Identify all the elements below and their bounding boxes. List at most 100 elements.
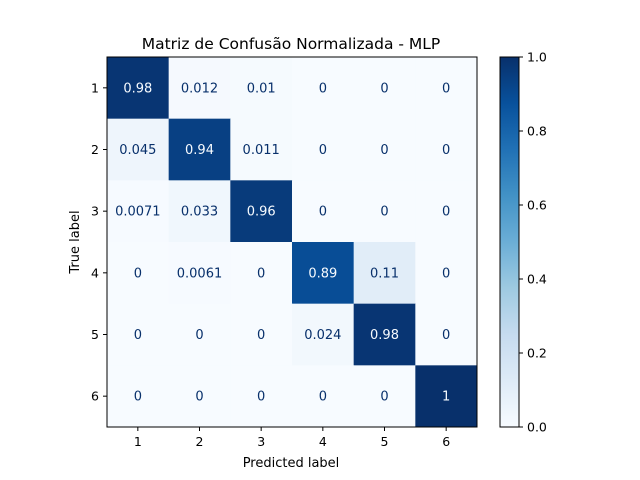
heatmap-cell-6-1	[107, 365, 170, 428]
heatmap-cell-5-4	[292, 303, 355, 366]
cell-value-label: 0	[380, 205, 388, 220]
heatmap-cell-5-2	[168, 303, 231, 366]
heatmap-cell-4-3	[230, 242, 293, 305]
cell-value-label: 0.033	[181, 205, 218, 220]
heatmap-cell-6-5	[353, 365, 416, 428]
cell-value-label: 0.012	[181, 81, 218, 96]
cell-value-label: 0.0061	[177, 266, 223, 281]
y-tick-label: 5	[91, 327, 99, 342]
cell-value-label: 0	[442, 328, 450, 343]
heatmap-cell-5-6	[415, 303, 478, 366]
cell-value-label: 0.98	[370, 328, 399, 343]
x-tick-label: 1	[134, 434, 142, 449]
cell-value-label: 0	[380, 390, 388, 405]
plot-frame	[106, 56, 478, 428]
cell-value-label: 0	[257, 328, 265, 343]
cell-value-label: 0.89	[308, 266, 337, 281]
heatmap-cell-2-4	[292, 118, 355, 181]
heatmap-cell-1-4	[292, 57, 355, 120]
colorbar-tick-label: 0.8	[527, 124, 547, 139]
heatmap-cell-1-1	[107, 57, 170, 120]
x-tick-label: 3	[257, 434, 265, 449]
heatmap-cell-3-3	[230, 180, 293, 243]
heatmap-cell-2-2	[168, 118, 231, 181]
heatmap-cell-6-3	[230, 365, 293, 428]
heatmap-cell-1-6	[415, 57, 478, 120]
cell-value-label: 0	[257, 390, 265, 405]
cell-value-label: 0.96	[247, 205, 276, 220]
cell-value-label: 0	[442, 143, 450, 158]
y-tick-label: 4	[91, 265, 99, 280]
colorbar: 0.0 0.2 0.4 0.6 0.8 1.0	[499, 50, 547, 435]
cell-value-label: 0	[257, 266, 265, 281]
cell-value-label: 0.98	[123, 81, 152, 96]
cell-value-label: 0.0071	[115, 205, 161, 220]
cell-value-label: 0	[195, 390, 203, 405]
y-tick-label: 2	[91, 142, 99, 157]
cell-value-label: 0.11	[370, 266, 399, 281]
cell-value-label: 0.01	[247, 81, 276, 96]
y-tick-label: 3	[91, 204, 99, 219]
colorbar-tick-label: 0.4	[527, 272, 547, 287]
cell-value-label: 0	[134, 390, 142, 405]
cell-value-label: 0	[319, 390, 327, 405]
heatmap-cell-1-3	[230, 57, 293, 120]
heatmap-cell-3-4	[292, 180, 355, 243]
x-tick-label: 4	[319, 434, 327, 449]
y-axis-ticks: 1 2 3 4 5 6	[91, 80, 107, 404]
heatmap-cell-2-1	[107, 118, 170, 181]
y-axis-label: True label	[68, 210, 83, 274]
heatmap-cell-6-2	[168, 365, 231, 428]
heatmap-cell-4-1	[107, 242, 170, 305]
heatmap-cell-4-5	[353, 242, 416, 305]
heatmap-cell-3-6	[415, 180, 478, 243]
colorbar-tick-label: 0.0	[527, 420, 547, 435]
heatmap-cell-4-4	[292, 242, 355, 305]
colorbar-gradient	[499, 56, 520, 428]
cell-value-label: 0	[442, 266, 450, 281]
x-axis-ticks: 1 2 3 4 5 6	[134, 427, 450, 449]
x-tick-label: 2	[196, 434, 204, 449]
cell-value-label: 0	[442, 81, 450, 96]
colorbar-tick-label: 0.2	[527, 346, 547, 361]
x-axis-label: Predicted label	[243, 456, 340, 471]
cell-value-label: 0	[380, 81, 388, 96]
chart-title: Matriz de Confusão Normalizada - MLP	[142, 35, 441, 53]
heatmap-cell-4-6	[415, 242, 478, 305]
heatmap-cell-6-6	[415, 365, 478, 428]
cell-value-label: 1	[442, 390, 450, 405]
cell-value-label: 0	[195, 328, 203, 343]
colorbar-tick-label: 0.6	[527, 198, 547, 213]
cell-value-label: 0.045	[119, 143, 156, 158]
heatmap-cells: 0.98 0.012 0.01 0 0 0 0.045 0.94 0.011 0 0 0 0.0071 0…	[107, 57, 478, 428]
cell-value-label: 0.94	[185, 143, 214, 158]
heatmap-cell-6-4	[292, 365, 355, 428]
cell-value-label: 0	[380, 143, 388, 158]
heatmap-cell-3-1	[107, 180, 170, 243]
cell-value-label: 0	[134, 328, 142, 343]
y-tick-label: 1	[91, 80, 99, 95]
heatmap-cell-5-1	[107, 303, 170, 366]
cell-value-label: 0	[442, 205, 450, 220]
heatmap-cell-3-2	[168, 180, 231, 243]
heatmap-cell-1-5	[353, 57, 416, 120]
heatmap-cell-3-5	[353, 180, 416, 243]
x-tick-label: 5	[381, 434, 389, 449]
heatmap-cell-5-3	[230, 303, 293, 366]
heatmap-cell-4-2	[168, 242, 231, 305]
cell-value-label: 0	[134, 266, 142, 281]
x-tick-label: 6	[442, 434, 450, 449]
heatmap-cell-2-5	[353, 118, 416, 181]
heatmap-cell-2-3	[230, 118, 293, 181]
heatmap-cell-5-5	[353, 303, 416, 366]
cell-value-label: 0	[319, 81, 327, 96]
heatmap-cell-2-6	[415, 118, 478, 181]
cell-value-label: 0	[319, 143, 327, 158]
y-tick-label: 6	[91, 389, 99, 404]
cell-value-label: 0.024	[304, 328, 341, 343]
cell-value-label: 0.011	[243, 143, 280, 158]
heatmap-cell-1-2	[168, 57, 231, 120]
cell-value-label: 0	[319, 205, 327, 220]
colorbar-tick-label: 1.0	[527, 50, 547, 65]
